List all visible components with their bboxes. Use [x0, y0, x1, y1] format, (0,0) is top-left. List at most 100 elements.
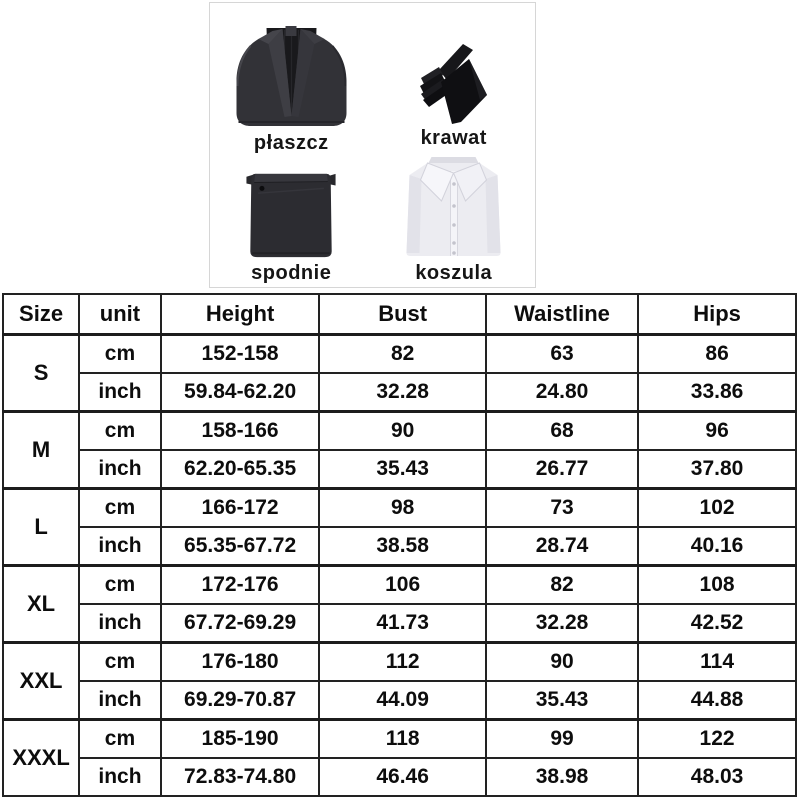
table-row: inch 72.83-74.80 46.46 38.98 48.03: [3, 757, 797, 797]
col-header-height: Height: [159, 293, 321, 336]
hips-cell: 108: [637, 564, 797, 605]
bust-cell: 90: [318, 410, 487, 451]
size-cell: XL: [1, 564, 81, 644]
product-cell-koszula: koszula: [373, 157, 536, 287]
waistline-cell: 32.28: [484, 603, 640, 644]
bust-cell: 35.43: [318, 449, 487, 490]
waistline-cell: 24.80: [484, 372, 640, 413]
waistline-cell: 68: [484, 410, 640, 451]
waistline-cell: 26.77: [484, 449, 640, 490]
height-cell: 166-172: [159, 487, 321, 528]
unit-cell: cm: [78, 718, 162, 759]
table-row: inch 62.20-65.35 35.43 26.77 37.80: [3, 449, 797, 490]
hips-cell: 102: [637, 487, 797, 528]
col-header-hips: Hips: [637, 293, 797, 336]
hips-cell: 86: [637, 333, 797, 374]
bust-cell: 112: [318, 641, 487, 682]
table-row: S cm 152-158 82 63 86: [1, 333, 797, 413]
waistline-cell: 90: [484, 641, 640, 682]
shirt-icon: [397, 157, 510, 261]
bust-cell: 118: [318, 718, 487, 759]
col-header-size: Size: [1, 293, 81, 336]
unit-cell: inch: [78, 526, 162, 567]
unit-cell: cm: [78, 333, 162, 374]
waistline-cell: 38.98: [484, 757, 640, 797]
height-cell: 65.35-67.72: [159, 526, 321, 567]
unit-cell: cm: [78, 564, 162, 605]
waistline-cell: 63: [484, 333, 640, 374]
size-table: Size unit Height Bust Waistline Hips S c…: [1, 293, 797, 797]
table-row: inch 67.72-69.29 41.73 32.28 42.52: [3, 603, 797, 644]
unit-cell: inch: [78, 680, 162, 721]
height-cell: 185-190: [159, 718, 321, 759]
unit-cell: inch: [78, 603, 162, 644]
size-cell: L: [1, 487, 81, 567]
bust-cell: 82: [318, 333, 487, 374]
product-label-spodnie: spodnie: [251, 262, 332, 284]
unit-cell: cm: [78, 410, 162, 451]
hips-cell: 33.86: [637, 372, 797, 413]
products-box: płaszcz krawat: [209, 2, 536, 288]
col-header-unit: unit: [78, 293, 162, 336]
hips-cell: 122: [637, 718, 797, 759]
unit-cell: inch: [78, 757, 162, 797]
product-label-plaszcz: płaszcz: [253, 132, 329, 154]
bust-cell: 41.73: [318, 603, 487, 644]
size-cell: S: [1, 333, 81, 413]
unit-cell: cm: [78, 641, 162, 682]
waistline-cell: 35.43: [484, 680, 640, 721]
header-row: Size unit Height Bust Waistline Hips: [1, 293, 797, 336]
bust-cell: 44.09: [318, 680, 487, 721]
table-row: inch 69.29-70.87 44.09 35.43 44.88: [3, 680, 797, 721]
trousers-icon: [245, 168, 337, 261]
col-header-waistline: Waistline: [484, 293, 640, 336]
jacket-icon: [228, 18, 355, 131]
waistline-cell: 28.74: [484, 526, 640, 567]
table-row: M cm 158-166 90 68 96: [1, 410, 797, 490]
hips-cell: 44.88: [637, 680, 797, 721]
bust-cell: 38.58: [318, 526, 487, 567]
height-cell: 176-180: [159, 641, 321, 682]
product-label-koszula: koszula: [415, 262, 493, 284]
size-cell: XXL: [1, 641, 81, 721]
size-chart-section: Size unit Height Bust Waistline Hips S c…: [0, 293, 800, 797]
table-row: inch 65.35-67.72 38.58 28.74 40.16: [3, 526, 797, 567]
height-cell: 172-176: [159, 564, 321, 605]
unit-cell: cm: [78, 487, 162, 528]
bust-cell: 46.46: [318, 757, 487, 797]
product-image-panel: płaszcz krawat: [0, 0, 800, 292]
hips-cell: 42.52: [637, 603, 797, 644]
product-label-krawat: krawat: [420, 127, 487, 149]
tie-icon: [415, 38, 493, 126]
unit-cell: inch: [78, 449, 162, 490]
unit-cell: inch: [78, 372, 162, 413]
height-cell: 62.20-65.35: [159, 449, 321, 490]
height-cell: 158-166: [159, 410, 321, 451]
height-cell: 67.72-69.29: [159, 603, 321, 644]
waistline-cell: 73: [484, 487, 640, 528]
height-cell: 72.83-74.80: [159, 757, 321, 797]
waistline-cell: 99: [484, 718, 640, 759]
table-row: XXL cm 176-180 112 90 114: [1, 641, 797, 721]
size-cell: M: [1, 410, 81, 490]
bust-cell: 106: [318, 564, 487, 605]
table-row: inch 59.84-62.20 32.28 24.80 33.86: [3, 372, 797, 413]
size-cell: XXXL: [1, 718, 81, 797]
bust-cell: 32.28: [318, 372, 487, 413]
col-header-bust: Bust: [318, 293, 487, 336]
hips-cell: 40.16: [637, 526, 797, 567]
bust-cell: 98: [318, 487, 487, 528]
height-cell: 59.84-62.20: [159, 372, 321, 413]
hips-cell: 48.03: [637, 757, 797, 797]
table-row: L cm 166-172 98 73 102: [1, 487, 797, 567]
waistline-cell: 82: [484, 564, 640, 605]
product-cell-krawat: krawat: [373, 3, 536, 157]
table-row: XL cm 172-176 106 82 108: [1, 564, 797, 644]
product-cell-spodnie: spodnie: [210, 157, 373, 287]
hips-cell: 114: [637, 641, 797, 682]
table-row: XXXL cm 185-190 118 99 122: [1, 718, 797, 797]
hips-cell: 37.80: [637, 449, 797, 490]
height-cell: 152-158: [159, 333, 321, 374]
hips-cell: 96: [637, 410, 797, 451]
product-cell-plaszcz: płaszcz: [210, 3, 373, 157]
